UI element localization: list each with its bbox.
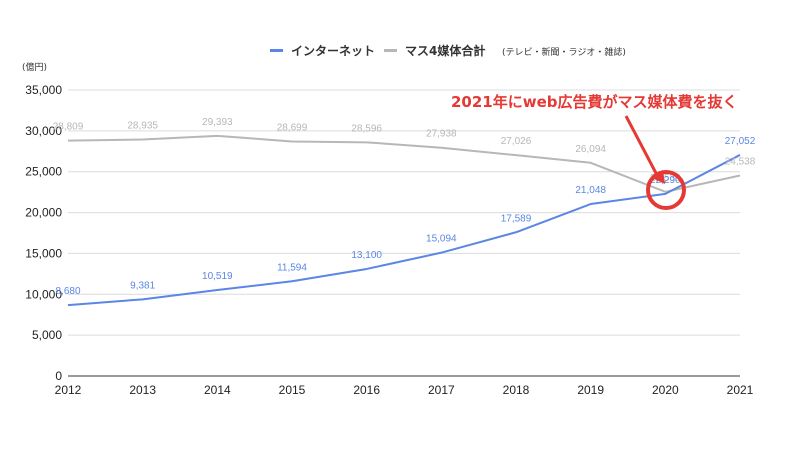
y-unit-label: (億円) bbox=[22, 61, 47, 73]
legend-label-internet: インターネット bbox=[291, 44, 375, 58]
legend-label-mass-media: マス4媒体合計 bbox=[405, 43, 485, 58]
data-label-internet: 15,094 bbox=[426, 234, 457, 245]
annotation: 2021年にweb広告費がマス媒体費を抜く bbox=[451, 93, 738, 210]
y-tick-label: 25,000 bbox=[25, 165, 62, 179]
series-line-internet bbox=[67, 154, 741, 307]
data-label-internet: 22,290 bbox=[650, 175, 681, 186]
series-layer bbox=[67, 134, 741, 307]
x-axis: 2012 2013 2014 2015 2016 2017 2018 2019 2020 2021 bbox=[55, 383, 754, 397]
annotation-text: 2021年にweb広告費がマス媒体費を抜く bbox=[451, 93, 738, 111]
data-label-mass-media: 27,026 bbox=[501, 136, 532, 147]
data-label-internet: 27,052 bbox=[725, 136, 756, 147]
data-label-internet: 13,100 bbox=[351, 250, 382, 261]
x-tick-label: 2015 bbox=[279, 383, 306, 397]
x-tick-label: 2019 bbox=[577, 383, 604, 397]
legend: インターネット マス4媒体合計 (テレビ・新聞・ラジオ・雑誌) bbox=[270, 43, 626, 58]
y-axis: (億円) 0 5,000 10,000 15,000 20,000 25,000 30,00… bbox=[22, 61, 62, 383]
x-tick-label: 2014 bbox=[204, 383, 231, 397]
y-tick-label: 20,000 bbox=[25, 206, 62, 220]
y-tick-label: 5,000 bbox=[32, 328, 62, 342]
x-tick-label: 2020 bbox=[652, 383, 679, 397]
series-line-mass-media bbox=[67, 134, 741, 193]
data-label-internet: 9,381 bbox=[130, 280, 155, 291]
y-tick-label: 15,000 bbox=[25, 246, 62, 260]
legend-swatch-internet bbox=[270, 49, 283, 52]
data-labels: 28,809 28,935 29,393 28,699 28,596 27,938 27,0… bbox=[53, 117, 756, 297]
legend-swatch-mass-media bbox=[384, 49, 397, 52]
data-label-internet: 10,519 bbox=[202, 271, 233, 282]
data-label-mass-media: 28,809 bbox=[53, 122, 84, 133]
legend-label-mass-media-detail: (テレビ・新聞・ラジオ・雑誌) bbox=[502, 46, 626, 58]
data-label-mass-media: 28,935 bbox=[127, 121, 158, 132]
x-tick-label: 2013 bbox=[129, 383, 156, 397]
y-tick-label: 35,000 bbox=[25, 83, 62, 97]
x-tick-label: 2012 bbox=[55, 383, 82, 397]
x-tick-label: 2018 bbox=[503, 383, 530, 397]
x-tick-label: 2021 bbox=[727, 383, 754, 397]
y-tick-label: 0 bbox=[55, 369, 62, 383]
data-label-mass-media: 24,538 bbox=[725, 156, 756, 167]
data-label-mass-media: 22,536 bbox=[650, 173, 681, 184]
data-label-internet: 21,048 bbox=[575, 185, 606, 196]
data-label-internet: 8,680 bbox=[55, 286, 80, 297]
data-label-internet: 11,594 bbox=[277, 262, 307, 273]
y-tick-label: 30,000 bbox=[25, 124, 62, 138]
data-label-internet: 17,589 bbox=[501, 213, 532, 224]
data-label-mass-media: 28,699 bbox=[277, 122, 308, 133]
annotation-highlight-circle bbox=[646, 170, 686, 210]
annotation-arrow-line bbox=[624, 115, 660, 178]
x-tick-label: 2017 bbox=[428, 383, 455, 397]
data-label-mass-media: 28,596 bbox=[351, 123, 382, 134]
y-tick-label: 10,000 bbox=[25, 287, 62, 301]
data-label-mass-media: 29,393 bbox=[202, 117, 233, 128]
x-tick-label: 2016 bbox=[353, 383, 380, 397]
data-label-mass-media: 27,938 bbox=[426, 129, 457, 140]
gridlines bbox=[68, 89, 740, 377]
data-label-mass-media: 26,094 bbox=[575, 144, 606, 155]
